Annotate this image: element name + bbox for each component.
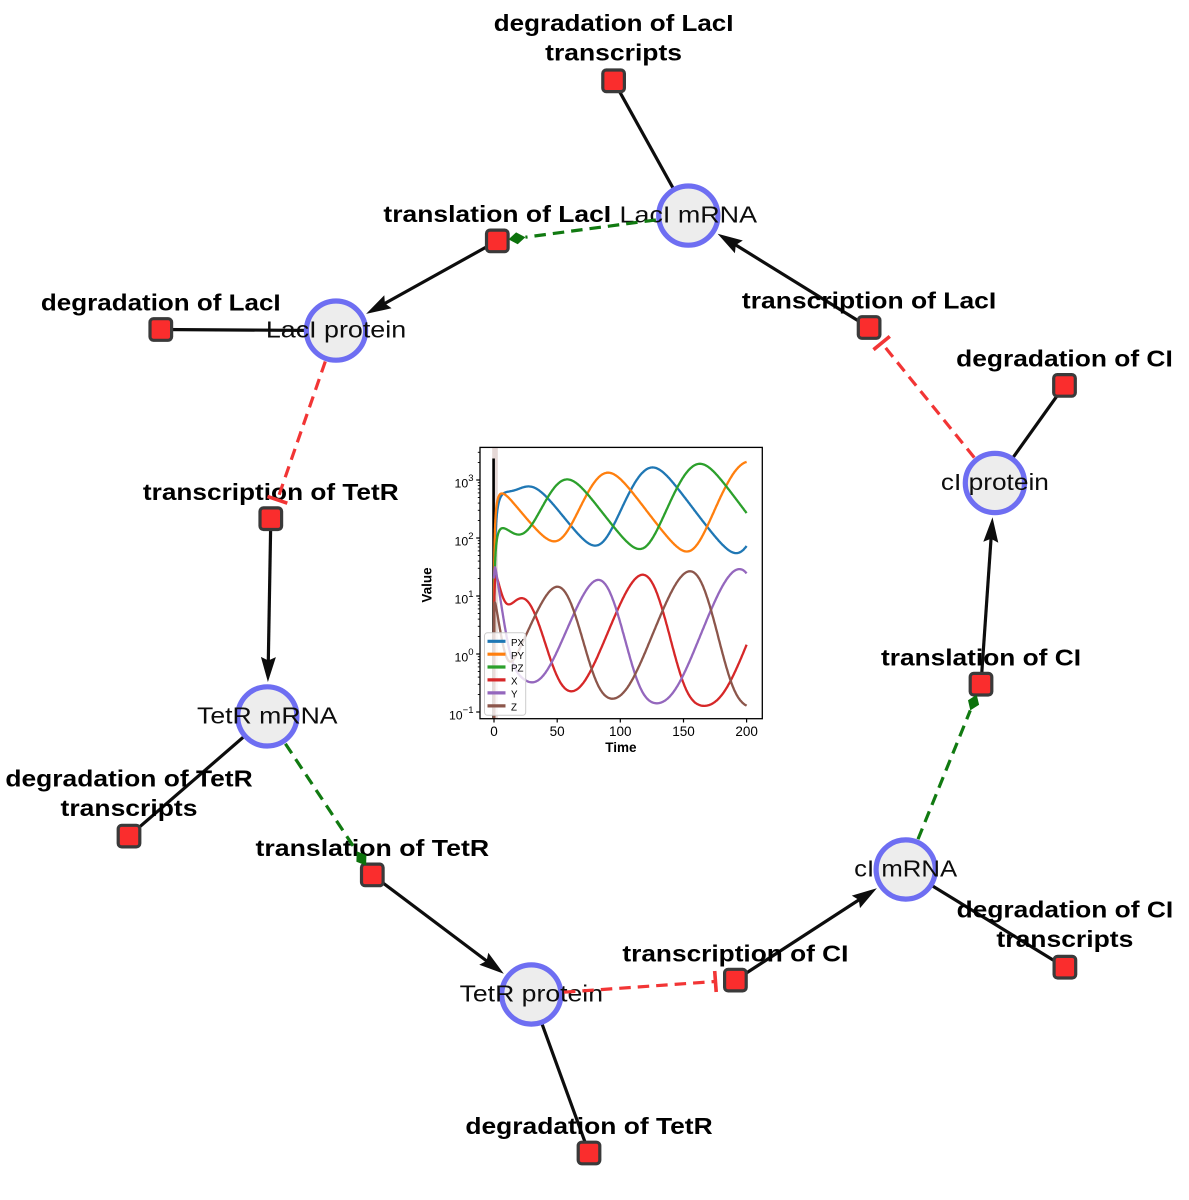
svg-text:transcription of LacI: transcription of LacI	[742, 288, 996, 314]
svg-text:degradation of TetR: degradation of TetR	[5, 765, 252, 791]
svg-text:TetR protein: TetR protein	[460, 981, 603, 1007]
svg-text:translation of LacI: translation of LacI	[383, 201, 611, 227]
svg-text:200: 200	[735, 724, 758, 739]
svg-text:LacI protein: LacI protein	[266, 317, 406, 343]
svg-text:cI protein: cI protein	[941, 469, 1049, 495]
svg-text:50: 50	[550, 724, 565, 739]
svg-text:Value: Value	[420, 567, 435, 603]
svg-text:translation of TetR: translation of TetR	[255, 835, 489, 861]
svg-text:PZ: PZ	[511, 664, 524, 675]
svg-text:transcripts: transcripts	[61, 795, 198, 821]
svg-text:LacI mRNA: LacI mRNA	[620, 202, 758, 228]
svg-text:100: 100	[455, 647, 474, 665]
svg-text:degradation of LacI: degradation of LacI	[494, 10, 734, 36]
svg-text:150: 150	[672, 724, 695, 739]
svg-text:cI mRNA: cI mRNA	[854, 856, 957, 882]
svg-text:103: 103	[455, 473, 474, 491]
svg-text:transcripts: transcripts	[545, 40, 682, 66]
svg-text:100: 100	[609, 724, 632, 739]
svg-text:10−1: 10−1	[449, 705, 474, 723]
svg-text:degradation of LacI: degradation of LacI	[41, 290, 281, 316]
svg-text:degradation of TetR: degradation of TetR	[465, 1113, 712, 1139]
svg-text:degradation of CI: degradation of CI	[957, 896, 1174, 922]
svg-text:degradation of CI: degradation of CI	[956, 346, 1173, 372]
svg-text:translation of CI: translation of CI	[881, 644, 1081, 670]
svg-text:transcription of TetR: transcription of TetR	[143, 479, 399, 505]
svg-text:transcription of CI: transcription of CI	[622, 940, 848, 966]
svg-text:0: 0	[490, 724, 498, 739]
svg-text:Y: Y	[511, 690, 518, 701]
svg-text:Z: Z	[511, 703, 517, 714]
svg-text:PX: PX	[511, 638, 525, 649]
svg-text:Time: Time	[605, 740, 637, 755]
svg-text:X: X	[511, 677, 518, 688]
svg-text:102: 102	[455, 531, 474, 549]
svg-text:PY: PY	[511, 651, 525, 662]
svg-text:101: 101	[455, 589, 474, 607]
svg-text:TetR mRNA: TetR mRNA	[197, 702, 338, 728]
svg-text:transcripts: transcripts	[996, 926, 1133, 952]
